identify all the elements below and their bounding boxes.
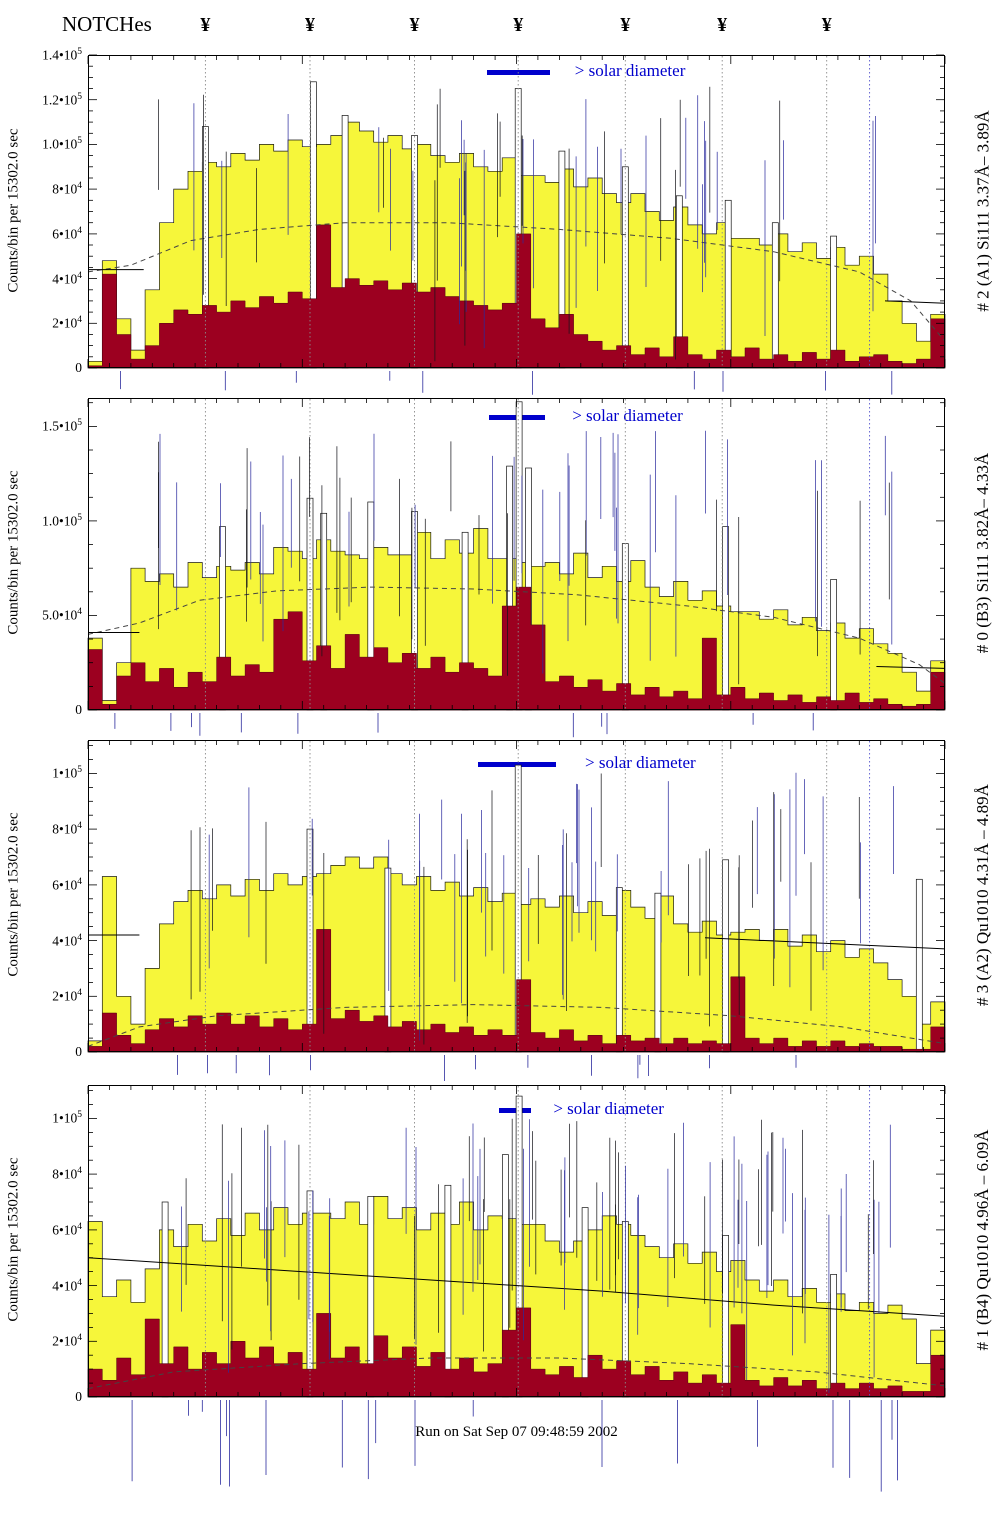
line-annotation-marks (181, 1118, 891, 1393)
detector-label: # 3 (A2) Qu1010 4.31Å – 4.89Å (973, 784, 992, 1006)
y-tick-label: 6•104 (52, 876, 82, 893)
y-tick-label: 1.5•105 (42, 418, 82, 434)
notch-symbol: ¥ (304, 14, 315, 36)
white-spike-bars (161, 1095, 837, 1398)
y-tick-label: 8•104 (52, 1166, 82, 1182)
y-tick-label: 2•104 (52, 1333, 82, 1349)
y-tick-label: 4•104 (52, 1277, 82, 1294)
envelope-curve (87, 1004, 946, 1047)
baseline-lines (88, 934, 946, 950)
red-histogram (87, 1307, 946, 1398)
notch-symbol: ¥ (200, 14, 211, 36)
run-caption: Run on Sat Sep 07 09:48:59 2002 (415, 1424, 618, 1440)
y-tick-label: 5.0•104 (42, 607, 82, 623)
notch-symbol: ¥ (717, 14, 728, 36)
line-annotation-marks (190, 772, 894, 1045)
y-tick-label: 8•104 (52, 181, 82, 197)
detector-label: # 1 (B4) Qu1010 4.96Å – 6.09Å (973, 1129, 992, 1351)
y-tick-label: 8•104 (52, 821, 82, 837)
y-tick-label: 2•104 (52, 315, 82, 331)
axis-box (88, 740, 945, 1052)
y-tick-label: 0 (75, 1389, 82, 1404)
axis-ticks (87, 399, 946, 711)
under-axis-annotation-marks (131, 1400, 898, 1492)
baseline-lines (88, 269, 946, 304)
white-spike-bars (306, 764, 923, 1053)
y-tick-label: 1.4•105 (42, 47, 82, 63)
solar-diameter-label: > solar diameter (572, 405, 683, 425)
panel-2-plot (87, 398, 946, 738)
under-axis-annotation-marks (120, 371, 893, 395)
axis-ticks (87, 54, 946, 369)
panel-4-plot (87, 1085, 946, 1492)
notch-symbol: ¥ (409, 14, 420, 36)
red-histogram (87, 929, 946, 1053)
y-tick-label: 0 (75, 360, 82, 375)
line-annotation-marks (158, 430, 893, 685)
y-tick-label: 6•104 (52, 1221, 82, 1238)
y-tick-label: 2•104 (52, 988, 82, 1004)
y-tick-label: 1.0•105 (42, 136, 82, 152)
under-axis-annotation-marks (114, 713, 814, 738)
baseline-lines (88, 632, 946, 669)
y-axis-title: Counts/bin per 15302.0 sec (5, 1157, 22, 1322)
panel-1-plot (87, 54, 946, 395)
y-axis-title: Counts/bin per 15302.0 sec (5, 470, 22, 635)
axis-ticks (87, 1086, 946, 1398)
red-histogram (87, 224, 946, 369)
envelope-curve (87, 586, 946, 684)
solar-diameter-bar (477, 761, 556, 767)
y-axis-title: Counts/bin per 15302.0 sec (5, 127, 22, 293)
y-tick-label: 1.0•105 (42, 512, 82, 529)
envelope-curve (87, 1357, 946, 1390)
detector-label: # 2 (A1) Si111 3.37Å– 3.89Å (973, 109, 992, 312)
y-tick-label: 0 (75, 1044, 82, 1059)
y-tick-label: 4•104 (52, 270, 82, 287)
axis-box (88, 55, 945, 368)
under-axis-annotation-marks (177, 1055, 797, 1081)
y-tick-label: 0 (75, 702, 82, 717)
line-annotation-marks (158, 86, 876, 362)
y-tick-label: 1•105 (52, 1110, 82, 1126)
solar-diameter-bar (499, 1108, 532, 1114)
y-tick-label: 1.2•105 (42, 91, 82, 108)
panel-3-plot (87, 740, 946, 1081)
notch-symbol: ¥ (620, 14, 631, 36)
solar-diameter-label: > solar diameter (574, 61, 686, 81)
y-tick-label: 1•105 (52, 765, 82, 781)
y-tick-label: 4•104 (52, 932, 82, 949)
solar-diameter-label: > solar diameter (585, 752, 696, 772)
solar-diameter-label: > solar diameter (553, 1099, 664, 1119)
notch-symbol: ¥ (513, 14, 524, 36)
detector-label: # 0 (B3) Si111 3.82Å– 4.33Å (973, 452, 992, 654)
axis-box (88, 1085, 945, 1397)
y-axis-title: Counts/bin per 15302.0 sec (5, 812, 22, 977)
red-histogram (87, 586, 946, 711)
notch-symbol: ¥ (821, 14, 832, 36)
y-tick-label: 6•104 (52, 225, 82, 242)
axis-box (88, 398, 945, 710)
notches-header-label: NOTCHes (62, 12, 152, 36)
axis-ticks (87, 741, 946, 1053)
